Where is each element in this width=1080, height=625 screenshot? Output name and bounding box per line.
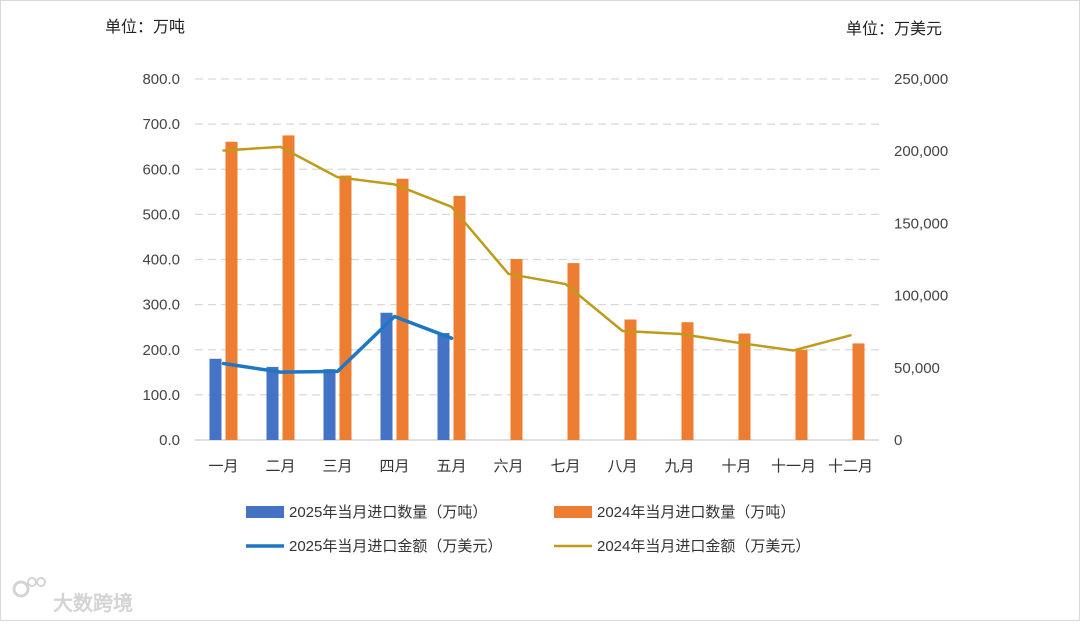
left-tick-label: 100.0 — [142, 387, 180, 404]
bar-2024-quantity — [396, 178, 409, 440]
x-tick-label: 七月 — [550, 458, 580, 475]
bar-2024-quantity — [567, 263, 580, 440]
x-tick-label: 四月 — [379, 458, 409, 475]
legend-label: 2025年当月进口金额（万美元） — [289, 538, 502, 555]
x-tick-label: 十一月 — [771, 458, 816, 475]
bar-2025-quantity — [437, 333, 450, 440]
legend-label: 2024年当月进口金额（万美元） — [597, 538, 810, 555]
bar-2024-quantity — [852, 343, 865, 440]
logo-icon — [12, 577, 46, 598]
right-tick-label: 250,000 — [894, 71, 948, 88]
line-2025-amount — [221, 314, 454, 374]
legend-label: 2024年当月进口数量（万吨） — [597, 504, 795, 521]
left-tick-label: 800.0 — [142, 71, 180, 88]
legend-swatch — [246, 506, 284, 518]
x-tick-label: 五月 — [436, 458, 466, 475]
right-unit-label: 单位：万美元 — [846, 20, 942, 38]
lines — [221, 145, 852, 374]
bar-2025-quantity — [209, 358, 222, 440]
x-tick-label: 六月 — [493, 458, 523, 475]
left-tick-label: 200.0 — [142, 342, 180, 359]
left-tick-label: 600.0 — [142, 161, 180, 178]
x-tick-label: 八月 — [607, 458, 637, 475]
x-tick-label: 九月 — [664, 458, 694, 475]
bar-2024-quantity — [453, 195, 466, 440]
bar-2025-quantity — [323, 369, 336, 440]
x-tick-label: 十月 — [721, 458, 751, 475]
legend-swatch — [554, 506, 592, 518]
x-tick-label: 一月 — [208, 458, 238, 475]
bar-2024-quantity — [510, 259, 523, 440]
watermark: 大数跨境 — [12, 577, 133, 615]
right-tick-label: 50,000 — [894, 360, 940, 377]
bar-2024-quantity — [681, 322, 694, 440]
bar-2024-quantity — [339, 175, 352, 440]
right-tick-label: 200,000 — [894, 143, 948, 160]
x-tick-label: 三月 — [322, 458, 352, 475]
bar-2025-quantity — [380, 312, 393, 440]
bar-2024-quantity — [738, 333, 751, 440]
right-tick-label: 150,000 — [894, 215, 948, 232]
legend-label: 2025年当月进口数量（万吨） — [289, 504, 487, 521]
left-tick-label: 400.0 — [142, 252, 180, 269]
line-2024-amount — [222, 145, 852, 352]
bar-2025-quantity — [266, 366, 279, 440]
left-tick-label: 500.0 — [142, 206, 180, 223]
legend: 2025年当月进口数量（万吨） 2024年当月进口数量（万吨） 2025年当月进口金… — [246, 504, 810, 555]
bar-2024-quantity — [795, 349, 808, 440]
left-tick-label: 0.0 — [159, 432, 180, 449]
left-unit-label: 单位：万吨 — [105, 18, 185, 36]
left-tick-label: 700.0 — [142, 116, 180, 133]
bar-2024-quantity — [624, 319, 637, 440]
gridlines — [195, 78, 879, 441]
x-tick-label: 二月 — [265, 458, 295, 475]
left-tick-label: 300.0 — [142, 297, 180, 314]
left-axis-ticks: 0.0 100.0 200.0 300.0 400.0 500.0 600.0 700.0 80… — [142, 71, 180, 449]
bar-2024-quantity — [282, 135, 295, 440]
bar-2024-quantity — [225, 141, 238, 440]
right-tick-label: 0 — [894, 432, 902, 449]
watermark-text: 大数跨境 — [53, 591, 133, 615]
x-axis-ticks: 一月 二月 三月 四月 五月 六月 七月 八月 九月 十月 十一月 十二月 — [208, 458, 873, 475]
x-tick-label: 十二月 — [828, 458, 873, 475]
right-tick-label: 100,000 — [894, 288, 948, 305]
right-axis-ticks: 0 50,000 100,000 150,000 200,000 250,000 — [894, 71, 948, 449]
